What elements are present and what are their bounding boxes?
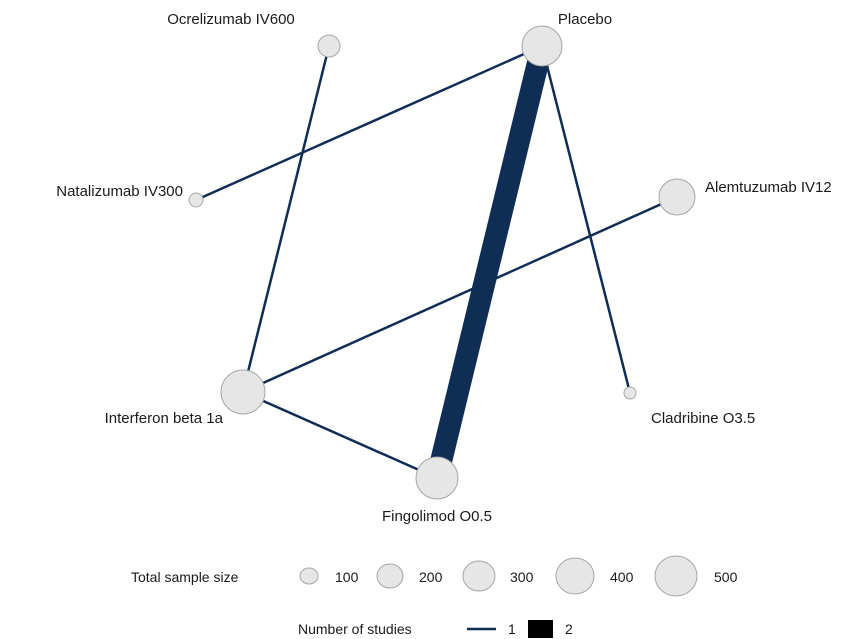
legend-sample-size: Total sample size 100 200 300 400 500	[131, 555, 738, 597]
label-alemtuzumab: Alemtuzumab IV12	[705, 179, 832, 196]
legend-size-title: Total sample size	[131, 569, 239, 585]
node-labels: Placebo Ocrelizumab IV600 Natalizumab IV…	[56, 11, 831, 525]
node-fingolimod	[415, 456, 459, 500]
edges	[195, 43, 678, 481]
node-placebo	[521, 25, 563, 67]
legend-studies: Number of studies 1 2	[298, 620, 573, 638]
label-cladribine: Cladribine O3.5	[651, 410, 755, 427]
edge-placebo-natalizumab	[195, 44, 543, 202]
legend-size-300: 300	[510, 569, 534, 585]
legend-studies-title: Number of studies	[298, 621, 412, 637]
node-alemtuzumab	[658, 178, 696, 216]
legend-size-300-circle	[462, 560, 496, 592]
node-ocrelizumab	[317, 34, 341, 58]
nodes	[188, 25, 696, 500]
node-natalizumab	[188, 192, 204, 208]
edge-alemtuzumab-interferon	[242, 195, 678, 394]
label-fingolimod: Fingolimod O0.5	[382, 508, 492, 525]
legend-size-500-circle	[654, 555, 698, 597]
legend-studies-1: 1	[508, 621, 516, 637]
label-placebo: Placebo	[558, 11, 612, 28]
legend-studies-2: 2	[565, 621, 573, 637]
legend-studies-2-bar	[528, 620, 553, 638]
legend-size-500: 500	[714, 569, 738, 585]
node-interferon	[220, 369, 266, 415]
edge-ocrelizumab-interferon	[241, 45, 331, 393]
edge-placebo-cladribine	[540, 45, 632, 394]
label-natalizumab: Natalizumab IV300	[56, 183, 183, 200]
node-cladribine	[623, 386, 637, 400]
legend-size-100: 100	[335, 569, 359, 585]
edge-placebo-fingolimod	[426, 43, 553, 481]
label-interferon: Interferon beta 1a	[105, 410, 224, 427]
legend-size-100-circle	[299, 567, 319, 585]
legend-size-200-circle	[376, 563, 404, 589]
legend-size-200: 200	[419, 569, 443, 585]
label-ocrelizumab: Ocrelizumab IV600	[167, 11, 295, 28]
legend-size-400-circle	[555, 557, 595, 595]
edge-interferon-fingolimod	[242, 390, 438, 480]
legend-size-400: 400	[610, 569, 634, 585]
